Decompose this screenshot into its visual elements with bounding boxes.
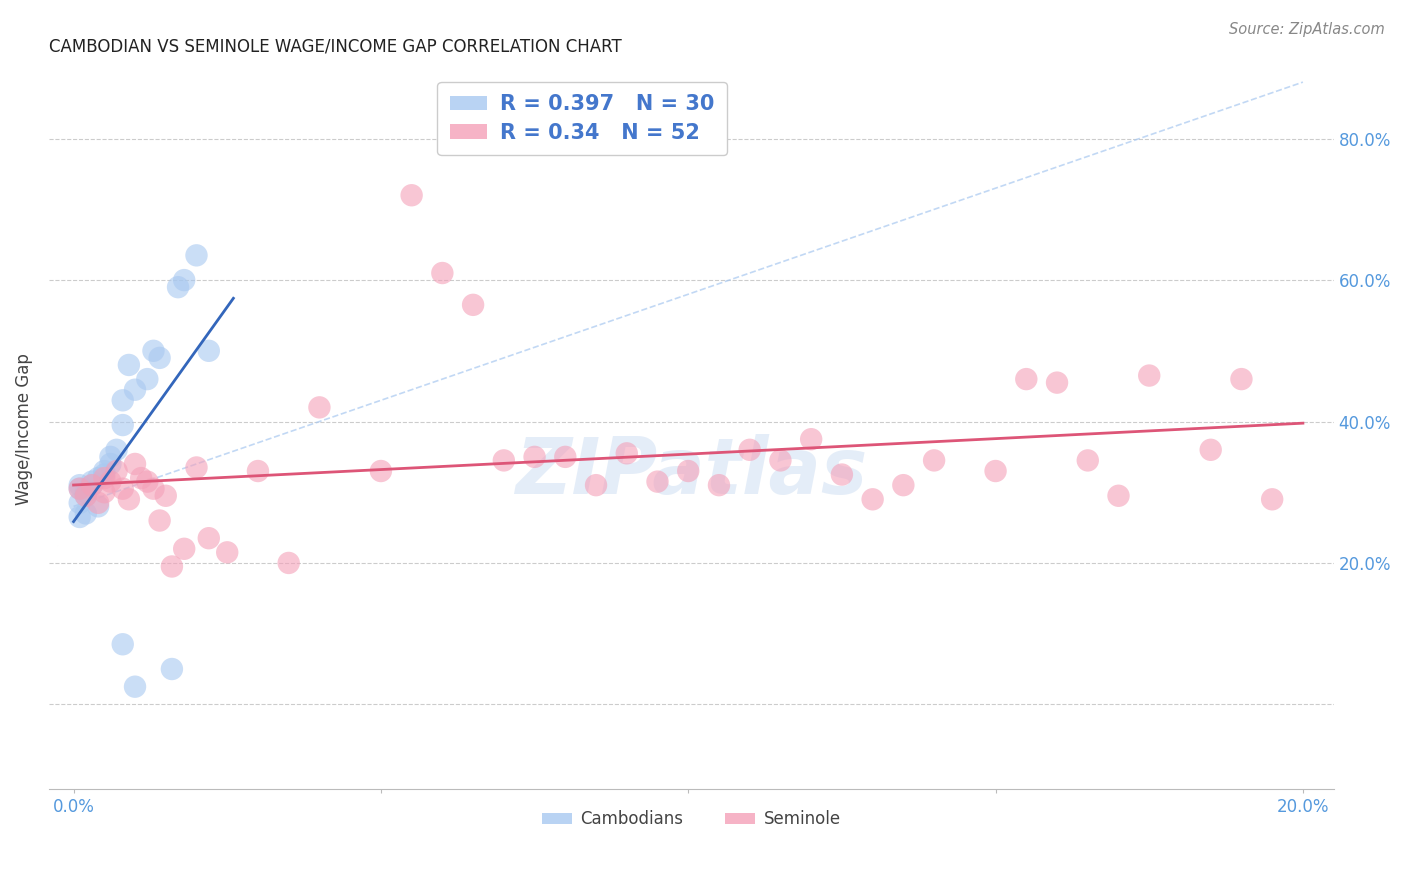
Point <box>984 464 1007 478</box>
Point <box>111 393 134 408</box>
Point <box>432 266 454 280</box>
Point <box>118 492 141 507</box>
Point <box>149 514 172 528</box>
Point <box>1015 372 1038 386</box>
Point <box>676 464 699 478</box>
Point <box>142 343 165 358</box>
Point <box>129 471 152 485</box>
Point <box>124 680 146 694</box>
Point <box>100 450 122 464</box>
Point <box>160 559 183 574</box>
Point <box>197 343 219 358</box>
Point <box>862 492 884 507</box>
Point <box>124 457 146 471</box>
Point <box>554 450 576 464</box>
Point <box>111 418 134 433</box>
Point <box>461 298 484 312</box>
Point <box>69 482 91 496</box>
Text: CAMBODIAN VS SEMINOLE WAGE/INCOME GAP CORRELATION CHART: CAMBODIAN VS SEMINOLE WAGE/INCOME GAP CO… <box>49 37 621 55</box>
Point <box>308 401 330 415</box>
Point <box>738 442 761 457</box>
Point <box>186 460 208 475</box>
Point <box>75 489 97 503</box>
Point <box>69 496 91 510</box>
Point <box>100 457 122 471</box>
Point <box>186 248 208 262</box>
Point <box>142 482 165 496</box>
Point <box>1108 489 1130 503</box>
Point <box>707 478 730 492</box>
Point <box>149 351 172 365</box>
Point <box>87 471 110 485</box>
Point <box>370 464 392 478</box>
Point <box>80 478 103 492</box>
Point <box>87 500 110 514</box>
Point <box>80 475 103 489</box>
Point <box>136 475 159 489</box>
Point <box>585 478 607 492</box>
Point <box>124 383 146 397</box>
Point <box>893 478 915 492</box>
Point <box>118 358 141 372</box>
Point <box>647 475 669 489</box>
Point <box>93 467 115 482</box>
Point <box>401 188 423 202</box>
Point <box>1077 453 1099 467</box>
Point <box>160 662 183 676</box>
Point <box>173 273 195 287</box>
Point <box>173 541 195 556</box>
Point <box>75 507 97 521</box>
Point <box>75 489 97 503</box>
Point <box>69 510 91 524</box>
Text: Source: ZipAtlas.com: Source: ZipAtlas.com <box>1229 22 1385 37</box>
Point <box>87 496 110 510</box>
Point <box>75 485 97 500</box>
Point <box>100 475 122 489</box>
Point <box>69 478 91 492</box>
Point <box>1137 368 1160 383</box>
Point <box>1046 376 1069 390</box>
Point <box>523 450 546 464</box>
Point <box>769 453 792 467</box>
Point <box>136 372 159 386</box>
Point <box>93 464 115 478</box>
Point <box>105 442 128 457</box>
Y-axis label: Wage/Income Gap: Wage/Income Gap <box>15 352 32 505</box>
Point <box>246 464 269 478</box>
Point <box>155 489 177 503</box>
Point <box>80 478 103 492</box>
Point <box>93 471 115 485</box>
Point <box>1199 442 1222 457</box>
Point <box>922 453 945 467</box>
Point <box>69 482 91 496</box>
Point <box>105 464 128 478</box>
Point <box>197 531 219 545</box>
Legend: Cambodians, Seminole: Cambodians, Seminole <box>536 804 848 835</box>
Point <box>800 432 823 446</box>
Point <box>93 485 115 500</box>
Point <box>111 482 134 496</box>
Point <box>1230 372 1253 386</box>
Point <box>167 280 190 294</box>
Point <box>492 453 515 467</box>
Point <box>217 545 239 559</box>
Point <box>1261 492 1284 507</box>
Text: ZIPatlas: ZIPatlas <box>515 434 868 510</box>
Point <box>111 637 134 651</box>
Point <box>277 556 299 570</box>
Point <box>616 446 638 460</box>
Point <box>831 467 853 482</box>
